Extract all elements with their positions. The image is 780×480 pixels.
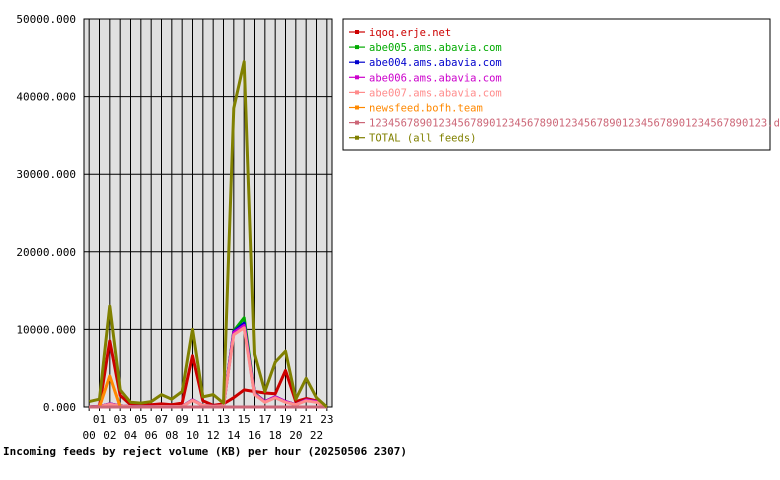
x-tick-label: 06 <box>145 429 158 442</box>
x-tick-label: 21 <box>300 413 313 426</box>
x-tick-label: 15 <box>238 413 251 426</box>
x-tick-label: 09 <box>176 413 189 426</box>
x-tick-label: 13 <box>217 413 230 426</box>
legend-box <box>342 18 771 151</box>
legend-label: TOTAL (all feeds) <box>369 133 476 145</box>
x-tick-label: 22 <box>310 429 323 442</box>
legend-label: abe005.ams.abavia.com <box>369 42 502 54</box>
y-tick-label: 30000.000 <box>16 168 76 181</box>
x-tick-label: 07 <box>155 413 168 426</box>
legend-marker <box>355 90 359 95</box>
x-tick-label: 16 <box>248 429 261 442</box>
x-tick-label: 04 <box>124 429 138 442</box>
legend-marker <box>355 45 359 50</box>
x-tick-label: 17 <box>258 413 271 426</box>
legend-marker <box>355 135 359 140</box>
x-tick-label: 10 <box>186 429 199 442</box>
x-tick-label: 05 <box>134 413 147 426</box>
series-line <box>88 60 328 409</box>
y-tick-label: 0.000 <box>43 401 76 414</box>
x-tick-label: 12 <box>207 429 220 442</box>
legend-label: abe007.ams.abavia.com <box>369 87 502 99</box>
y-tick-label: 10000.000 <box>16 323 76 336</box>
series-lines <box>88 60 328 409</box>
legend: iqoq.erje.net abe005.ams.abavia.com abe004… <box>342 18 780 151</box>
x-tick-label: 08 <box>165 429 178 442</box>
legend-marker <box>355 75 359 80</box>
legend-label: iqoq.erje.net <box>369 27 451 39</box>
y-tick-label: 40000.000 <box>16 91 76 104</box>
x-axis-ticks: 00 01 02 03 04 05 06 07 08 09 10 11 12 13 14 15 16 17 18 19… <box>83 407 333 442</box>
x-tick-label: 18 <box>269 429 282 442</box>
y-tick-label: 20000.000 <box>16 246 76 259</box>
y-tick-label: 50000.000 <box>16 13 76 26</box>
x-tick-label: 14 <box>227 429 241 442</box>
legend-marker <box>355 105 359 110</box>
x-tick-label: 19 <box>279 413 292 426</box>
legend-label: newsfeed.bofh.team <box>369 103 483 115</box>
x-tick-label: 23 <box>320 413 333 426</box>
x-tick-label: 02 <box>103 429 116 442</box>
legend-marker <box>355 60 359 65</box>
vertical-grid <box>88 19 328 407</box>
x-tick-label: 01 <box>93 413 106 426</box>
legend-marker <box>355 120 359 125</box>
chart-title: Incoming feeds by reject volume (KB) per… <box>3 445 407 458</box>
legend-marker <box>355 30 359 34</box>
legend-label: 1234567890123456789012345678901234567890… <box>369 118 780 130</box>
x-tick-label: 03 <box>114 413 127 426</box>
y-axis-ticks: 0.000 10000.000 20000.000 30000.000 40000.00… <box>16 13 76 414</box>
legend-label: abe004.ams.abavia.com <box>369 57 502 69</box>
x-tick-label: 11 <box>196 413 209 426</box>
x-tick-label: 20 <box>289 429 302 442</box>
plot-area <box>83 18 333 408</box>
legend-label: abe006.ams.abavia.com <box>369 72 502 84</box>
x-tick-label: 00 <box>83 429 96 442</box>
series-line <box>89 339 328 409</box>
